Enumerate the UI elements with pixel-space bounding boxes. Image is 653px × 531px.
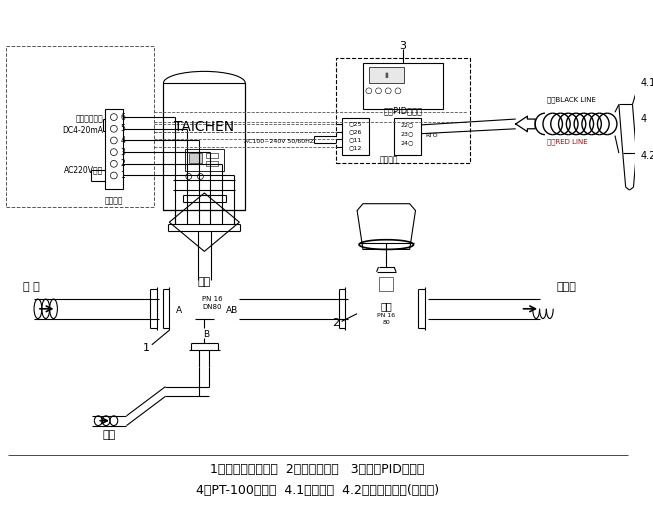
Text: 1: 1 <box>121 171 125 180</box>
Text: 2: 2 <box>121 159 125 168</box>
Text: 黑色BLACK LINE: 黑色BLACK LINE <box>547 96 596 103</box>
Text: ▮: ▮ <box>385 72 389 78</box>
Text: AC220V电压: AC220V电压 <box>64 165 103 174</box>
Text: PN 16: PN 16 <box>202 296 223 302</box>
Text: 台臣: 台臣 <box>198 277 211 287</box>
Text: 智能PID调节器: 智能PID调节器 <box>383 107 422 116</box>
Text: 3: 3 <box>121 148 125 157</box>
Text: 80: 80 <box>383 320 390 325</box>
Text: 5: 5 <box>121 124 125 133</box>
Text: 冷媒: 冷媒 <box>103 430 116 440</box>
Text: 1、电动三通调节阀  2、手动截止阀   3、智能PID调节器: 1、电动三通调节阀 2、手动截止阀 3、智能PID调节器 <box>210 463 424 476</box>
Text: 4.2: 4.2 <box>641 151 653 161</box>
Text: ○12: ○12 <box>349 145 362 150</box>
Text: 22○: 22○ <box>401 122 415 127</box>
Text: 3: 3 <box>400 41 406 51</box>
Text: 4: 4 <box>641 114 646 124</box>
Bar <box>342 118 369 155</box>
Text: A: A <box>176 306 182 315</box>
Bar <box>189 153 202 163</box>
Text: 4: 4 <box>121 136 125 145</box>
Text: DN80: DN80 <box>202 304 222 310</box>
Text: 2: 2 <box>332 319 340 328</box>
Text: 24○: 24○ <box>401 140 415 145</box>
Text: ○25: ○25 <box>349 122 362 126</box>
Text: ○26: ○26 <box>349 129 362 134</box>
Text: 6: 6 <box>121 113 125 122</box>
Text: 台臣: 台臣 <box>381 301 392 311</box>
Bar <box>105 109 123 189</box>
Text: 热 媒: 热 媒 <box>23 282 40 293</box>
Text: 4.1: 4.1 <box>641 78 653 88</box>
Text: 1: 1 <box>142 342 150 353</box>
Text: 混合液: 混合液 <box>556 282 576 293</box>
Text: DC4-20mA: DC4-20mA <box>62 126 103 135</box>
Bar <box>206 153 218 158</box>
Text: B: B <box>203 330 210 339</box>
Bar <box>379 277 393 292</box>
Bar <box>163 83 246 210</box>
Text: AB: AB <box>225 306 238 315</box>
Text: RTO: RTO <box>425 133 438 138</box>
Bar <box>185 149 224 170</box>
Bar <box>369 67 404 83</box>
Text: TAICHEN: TAICHEN <box>174 120 234 134</box>
Bar <box>394 118 421 155</box>
Text: AC100~240V 50/60HZ: AC100~240V 50/60HZ <box>244 139 314 144</box>
Text: 4、PT-100传感器  4.1、毛细管  4.2、传感器探头(测温点): 4、PT-100传感器 4.1、毛细管 4.2、传感器探头(测温点) <box>196 484 439 497</box>
Text: 输入控制信号: 输入控制信号 <box>75 115 103 124</box>
Bar <box>336 58 470 163</box>
Text: 红色RED LINE: 红色RED LINE <box>547 138 588 145</box>
Text: 23○: 23○ <box>401 131 415 136</box>
Bar <box>363 63 443 109</box>
Text: 接线端子: 接线端子 <box>380 156 398 165</box>
Text: PN 16: PN 16 <box>377 313 395 318</box>
Text: ○11: ○11 <box>349 137 362 142</box>
Text: 接线架子: 接线架子 <box>104 196 123 205</box>
Bar <box>206 161 218 166</box>
Bar <box>6 46 153 207</box>
